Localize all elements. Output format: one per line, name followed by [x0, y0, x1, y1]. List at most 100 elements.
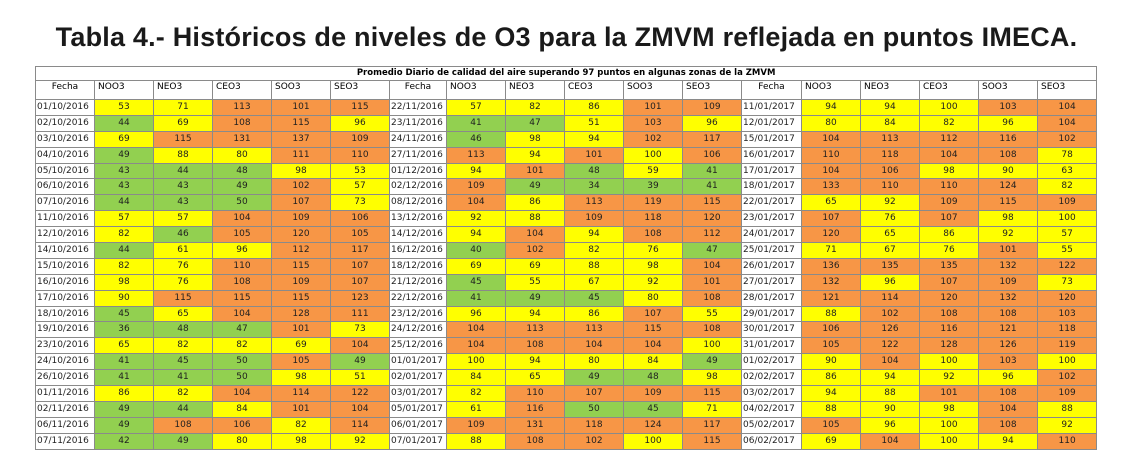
imeca-value-cell: 82 — [1036, 178, 1098, 196]
imeca-value-cell: 98 — [271, 432, 331, 450]
imeca-value-cell: 109 — [623, 385, 683, 402]
imeca-value-cell: 126 — [860, 321, 920, 339]
imeca-value-cell: 96 — [682, 114, 742, 132]
imeca-value-cell: 94 — [860, 369, 920, 387]
imeca-value-cell: 105 — [330, 226, 390, 244]
imeca-value-cell: 86 — [564, 305, 624, 323]
imeca-value-cell: 71 — [153, 99, 213, 116]
date-cell: 26/10/2016 — [35, 369, 95, 387]
date-cell: 05/10/2016 — [35, 162, 95, 180]
imeca-value-cell: 102 — [860, 305, 920, 323]
imeca-value-cell: 92 — [330, 432, 390, 450]
imeca-value-cell: 104 — [212, 210, 272, 228]
imeca-value-cell: 109 — [271, 273, 331, 291]
imeca-value-cell: 128 — [919, 337, 979, 355]
date-cell: 29/01/2017 — [741, 305, 802, 323]
imeca-value-cell: 43 — [94, 162, 154, 180]
imeca-value-cell: 118 — [1036, 321, 1098, 339]
imeca-value-cell: 100 — [1036, 353, 1098, 371]
imeca-value-cell: 49 — [330, 353, 390, 371]
imeca-value-cell: 96 — [212, 242, 272, 259]
date-cell: 11/01/2017 — [741, 99, 802, 116]
imeca-value-cell: 101 — [271, 99, 331, 116]
table-row: 18/10/2016 45 65 104 128 111 23/12/2016 96 94 86 1… — [35, 305, 1098, 323]
imeca-value-cell: 94 — [446, 162, 506, 180]
date-cell: 13/12/2016 — [389, 210, 447, 228]
imeca-value-cell: 115 — [623, 321, 683, 339]
imeca-value-cell: 119 — [1036, 337, 1098, 355]
ozone-table-container: Promedio Diario de calidad del aire supe… — [34, 66, 1098, 450]
imeca-value-cell: 69 — [271, 337, 331, 355]
imeca-value-cell: 41 — [446, 289, 506, 307]
imeca-value-cell: 50 — [564, 400, 624, 418]
imeca-value-cell: 110 — [801, 146, 861, 164]
imeca-value-cell: 41 — [94, 369, 154, 387]
imeca-value-cell: 110 — [330, 146, 390, 164]
date-cell: 22/12/2016 — [389, 289, 447, 307]
imeca-value-cell: 103 — [623, 114, 683, 132]
imeca-value-cell: 121 — [978, 321, 1038, 339]
imeca-value-cell: 80 — [212, 432, 272, 450]
imeca-value-cell: 82 — [919, 114, 979, 132]
imeca-value-cell: 111 — [271, 146, 331, 164]
imeca-value-cell: 55 — [505, 273, 565, 291]
imeca-value-cell: 106 — [212, 416, 272, 434]
imeca-value-cell: 82 — [153, 337, 213, 355]
table-row: 12/10/2016 82 46 105 120 105 14/12/2016 94 104 94… — [35, 226, 1098, 244]
header-fecha: Fecha — [35, 80, 95, 100]
imeca-value-cell: 43 — [94, 178, 154, 196]
date-cell: 07/10/2016 — [35, 194, 95, 212]
imeca-value-cell: 111 — [330, 305, 390, 323]
date-cell: 18/10/2016 — [35, 305, 95, 323]
imeca-value-cell: 106 — [330, 210, 390, 228]
imeca-value-cell: 107 — [330, 257, 390, 275]
date-cell: 24/11/2016 — [389, 130, 447, 148]
date-cell: 18/12/2016 — [389, 257, 447, 275]
imeca-value-cell: 47 — [212, 321, 272, 339]
imeca-value-cell: 101 — [505, 162, 565, 180]
imeca-value-cell: 53 — [330, 162, 390, 180]
imeca-value-cell: 104 — [564, 337, 624, 355]
imeca-value-cell: 78 — [1036, 146, 1098, 164]
imeca-value-cell: 114 — [860, 289, 920, 307]
imeca-value-cell: 103 — [978, 353, 1038, 371]
imeca-value-cell: 98 — [978, 210, 1038, 228]
imeca-value-cell: 104 — [919, 146, 979, 164]
imeca-value-cell: 108 — [978, 305, 1038, 323]
imeca-value-cell: 55 — [682, 305, 742, 323]
table-row: 02/11/2016 49 44 84 101 104 05/01/2017 61 116 50 4… — [35, 400, 1098, 418]
imeca-value-cell: 82 — [153, 385, 213, 402]
imeca-value-cell: 82 — [94, 257, 154, 275]
imeca-value-cell: 106 — [860, 162, 920, 180]
imeca-value-cell: 110 — [505, 385, 565, 402]
imeca-value-cell: 84 — [212, 400, 272, 418]
page-title: Tabla 4.- Históricos de niveles de O3 pa… — [55, 22, 1078, 52]
imeca-value-cell: 106 — [801, 321, 861, 339]
imeca-value-cell: 71 — [682, 400, 742, 418]
imeca-value-cell: 41 — [153, 369, 213, 387]
imeca-value-cell: 108 — [623, 226, 683, 244]
imeca-value-cell: 41 — [446, 114, 506, 132]
imeca-value-cell: 104 — [446, 194, 506, 212]
imeca-value-cell: 94 — [505, 146, 565, 164]
imeca-value-cell: 116 — [505, 400, 565, 418]
imeca-value-cell: 98 — [271, 369, 331, 387]
date-cell: 24/10/2016 — [35, 353, 95, 371]
header-ceo3: CEO3 — [212, 80, 272, 100]
imeca-value-cell: 117 — [682, 416, 742, 434]
imeca-value-cell: 122 — [860, 337, 920, 355]
header-fecha: Fecha — [741, 80, 802, 100]
table-row: 01/10/2016 53 71 113 101 115 22/11/2016 57 82 86 1… — [35, 99, 1098, 116]
imeca-value-cell: 114 — [271, 385, 331, 402]
date-cell: 02/02/2017 — [741, 369, 802, 387]
imeca-value-cell: 101 — [564, 146, 624, 164]
table-row: 06/10/2016 43 43 49 102 57 02/12/2016 109 49 34 39… — [35, 178, 1098, 196]
imeca-value-cell: 107 — [919, 273, 979, 291]
imeca-value-cell: 69 — [446, 257, 506, 275]
date-cell: 14/12/2016 — [389, 226, 447, 244]
imeca-value-cell: 132 — [978, 289, 1038, 307]
imeca-value-cell: 98 — [682, 369, 742, 387]
imeca-value-cell: 104 — [330, 337, 390, 355]
date-cell: 17/10/2016 — [35, 289, 95, 307]
table-row: 17/10/2016 90 115 115 115 123 22/12/2016 41 49 45… — [35, 289, 1098, 307]
